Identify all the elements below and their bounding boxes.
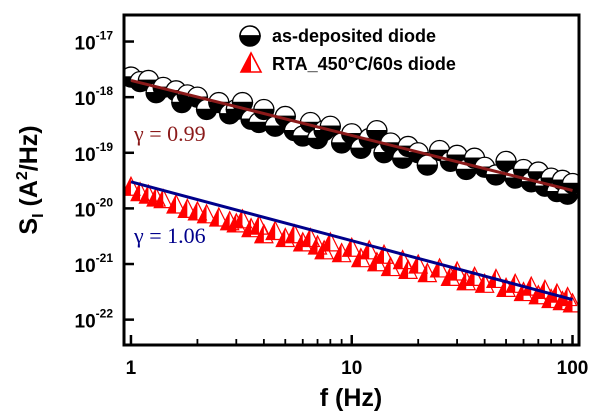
axis-ticks: 1 10 100 10-22 10-21 10-20 10-19 10-18 10-17 bbox=[75, 29, 589, 379]
x-axis-title: f (Hz) bbox=[320, 384, 382, 412]
y-axis-title-unit-open: (A bbox=[15, 180, 43, 213]
legend-label-as-deposited: as-deposited diode bbox=[272, 26, 436, 46]
fit-line-0 bbox=[130, 78, 573, 192]
y-axis-title-unit-close: /Hz) bbox=[15, 125, 43, 171]
series-1-point-6 bbox=[177, 198, 198, 218]
fit-line-1 bbox=[130, 180, 573, 301]
series-1-point-25 bbox=[341, 236, 362, 257]
series-1-point-9 bbox=[208, 206, 229, 227]
series-1-point-16 bbox=[265, 220, 286, 241]
series-1-point-47 bbox=[534, 279, 555, 299]
y-tick-label-0: 10-22 bbox=[75, 307, 114, 333]
y-axis-title-base: S bbox=[15, 218, 43, 235]
x-tick-label-1: 10 bbox=[341, 358, 362, 379]
y-tick-label-3: 10-19 bbox=[75, 140, 114, 166]
legend-marker-as-deposited bbox=[239, 25, 261, 47]
series-1-point-23 bbox=[320, 231, 341, 252]
y-tick-label-5: 10-17 bbox=[75, 29, 114, 55]
y-tick-label-4: 10-18 bbox=[75, 84, 114, 110]
series-1-point-4 bbox=[153, 188, 174, 209]
x-tick-label-0: 1 bbox=[126, 358, 137, 379]
series-1-point-12 bbox=[232, 208, 253, 229]
legend: as-deposited diode RTA_450°C/60s diode bbox=[239, 25, 456, 74]
gamma-annotation-as-deposited: γ = 0.99 bbox=[133, 121, 206, 146]
fit-lines bbox=[130, 78, 573, 301]
gamma-annotation-rta: γ = 1.06 bbox=[133, 223, 206, 248]
series-1-point-0 bbox=[124, 175, 141, 196]
x-tick-label-2: 100 bbox=[557, 358, 589, 379]
series-1-point-8 bbox=[196, 203, 217, 224]
y-tick-label-2: 10-20 bbox=[75, 195, 114, 221]
series-1-point-7 bbox=[187, 200, 208, 221]
y-axis-title-subscript: I bbox=[30, 213, 47, 217]
data-points bbox=[124, 66, 579, 313]
series-1-point-20 bbox=[300, 227, 321, 248]
y-tick-label-1: 10-21 bbox=[75, 251, 114, 277]
legend-marker-rta bbox=[239, 51, 263, 73]
series-1-point-31 bbox=[392, 249, 413, 270]
y-axis-title-superscript: 2 bbox=[14, 171, 31, 180]
series-1-point-33 bbox=[408, 253, 429, 274]
y-axis-title: SI (A2/Hz) bbox=[14, 125, 47, 234]
series-1-point-15 bbox=[253, 223, 274, 244]
series-1-point-34 bbox=[417, 262, 438, 283]
series-1-point-18 bbox=[284, 223, 305, 244]
legend-label-rta: RTA_450°C/60s diode bbox=[272, 54, 456, 74]
series-1-point-5 bbox=[166, 193, 186, 214]
